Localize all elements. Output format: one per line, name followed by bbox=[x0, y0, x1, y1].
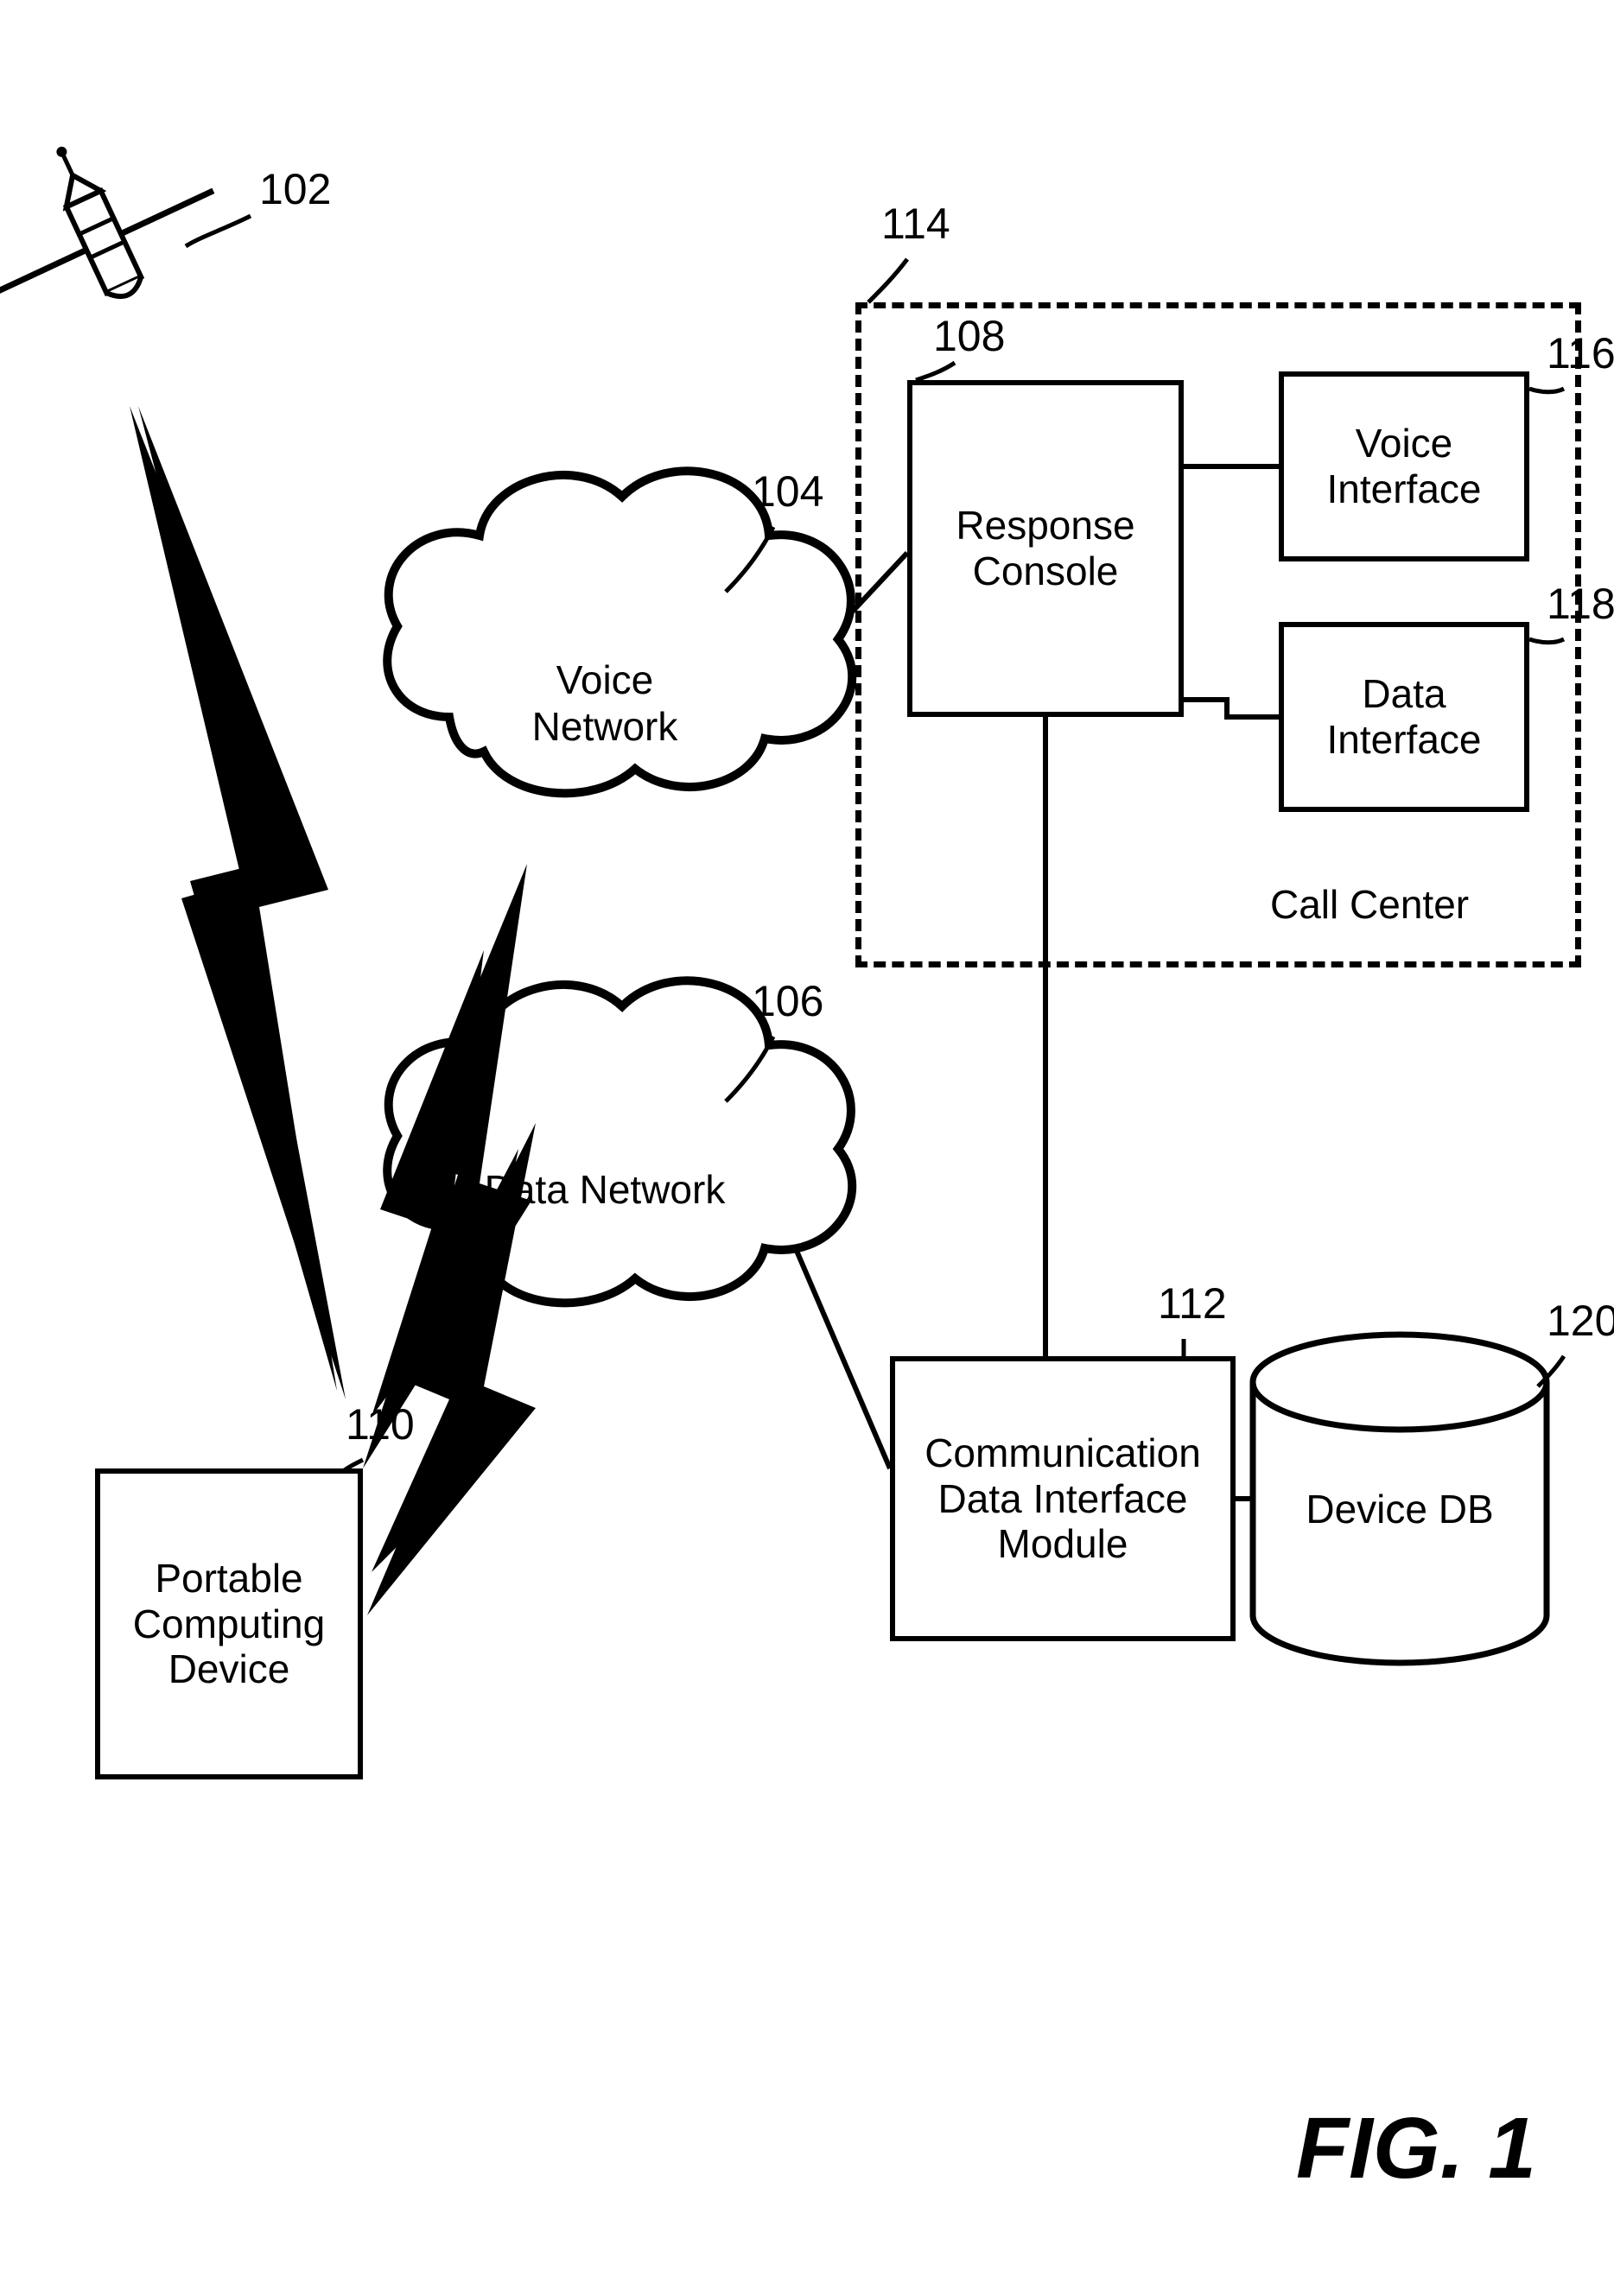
ref-102: 102 bbox=[259, 164, 331, 214]
ref-116: 116 bbox=[1547, 328, 1614, 378]
portable-device-label: PortableComputingDevice bbox=[133, 1556, 325, 1693]
edge-datacloud-commmod bbox=[786, 1227, 890, 1468]
data-interface-box: DataInterface bbox=[1279, 622, 1529, 812]
ref-112: 112 bbox=[1158, 1278, 1227, 1329]
ref-106: 106 bbox=[752, 976, 823, 1026]
voice-network-label: Voice Network bbox=[484, 656, 726, 750]
device-db-label: Device DB bbox=[1296, 1486, 1503, 1532]
ref-110: 110 bbox=[346, 1399, 415, 1449]
ref-118: 118 bbox=[1547, 579, 1614, 629]
comm-data-module-label: CommunicationData InterfaceModule bbox=[925, 1430, 1201, 1568]
voice-interface-box: VoiceInterface bbox=[1279, 371, 1529, 561]
call-center-label: Call Center bbox=[1270, 881, 1512, 928]
voice-interface-label: VoiceInterface bbox=[1327, 421, 1482, 512]
figure-caption: FIG. 1 bbox=[1296, 2099, 1536, 2198]
ref-114: 114 bbox=[881, 199, 950, 249]
comm-data-module-box: CommunicationData InterfaceModule bbox=[890, 1356, 1236, 1641]
response-console-label: ResponseConsole bbox=[956, 503, 1134, 594]
ref-120: 120 bbox=[1547, 1296, 1614, 1346]
response-console-box: ResponseConsole bbox=[907, 380, 1184, 717]
diagram-canvas: PortableComputingDevice ResponseConsole … bbox=[0, 0, 1614, 2296]
ref-108: 108 bbox=[933, 311, 1005, 361]
portable-computing-device-box: PortableComputingDevice bbox=[95, 1468, 363, 1779]
data-interface-label: DataInterface bbox=[1327, 671, 1482, 763]
data-network-label: Data Network bbox=[484, 1166, 726, 1213]
ref-104: 104 bbox=[752, 466, 823, 517]
satellite-icon bbox=[0, 96, 238, 346]
